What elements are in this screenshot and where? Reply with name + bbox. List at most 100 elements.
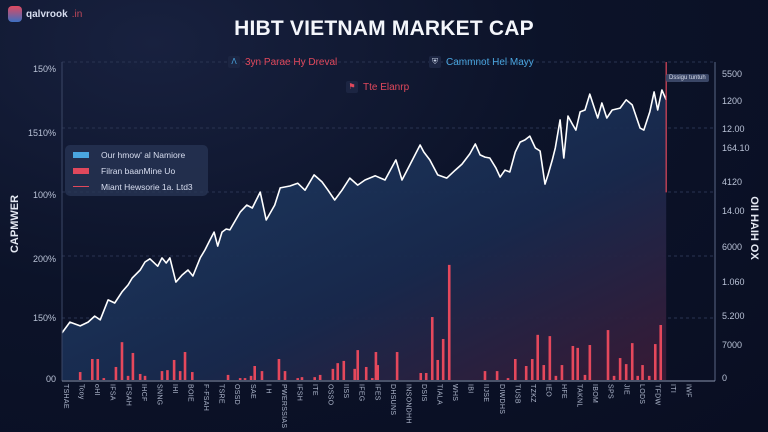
flag-icon: ⚑ [346,81,358,93]
x-tick-label: IBOM [591,384,599,404]
volume-bar [641,365,644,380]
x-tick-label: DSIS [419,384,427,402]
x-tick-label: OSSO [326,384,334,406]
volume-bar [353,368,356,380]
logo-icon [8,6,22,22]
volume-bar [178,371,182,380]
y-axis-label-left: CAPMWER [9,194,21,254]
volume-bar [91,359,94,380]
volume-bar [160,371,164,380]
volume-bar [588,345,592,380]
x-tick-label: TSHAE [62,384,69,409]
volume-bar [513,359,517,380]
volume-bar [190,372,194,380]
volume-bar [659,324,663,380]
area-fill [62,90,667,380]
volume-bar [612,375,616,380]
x-tick-label: IIJSE [482,384,490,403]
x-tick-label: ITE [311,384,318,396]
y-tick-label: 14.00 [722,206,745,216]
volume-bar [618,358,622,380]
y-axis-label-right: OII HAIH OX [748,196,760,260]
legend-label: Miant Hewsorie 1a. Ltd3 [101,181,193,192]
x-tick-label: TZKZ [528,384,536,403]
y-tick-label: 12.00 [722,124,745,134]
volume-bar [630,343,634,380]
brand-tld: .in [71,8,83,20]
y-tick-label: 5500 [722,69,743,79]
y-tick-label: 5.200 [722,311,745,321]
volume-bar [647,375,651,380]
volume-bar [395,352,399,380]
x-tick-label: TIALA [435,384,443,405]
x-tick-label: IHI [170,384,178,394]
volume-bar [131,352,135,380]
volume-bar [253,366,257,380]
top-legend-label: Cammnot Hel Mayy [446,56,534,68]
volume-bar [536,334,540,380]
volume-bar [524,366,528,380]
x-tick-label: IFSAH [124,384,132,407]
volume-bar [296,378,300,380]
volume-bar [102,378,106,380]
volume-bar [243,378,247,380]
volume-bar [300,377,304,380]
volume-bar [370,378,374,380]
volume-bar [277,359,281,380]
volume-bar [313,377,317,380]
volume-bar [138,373,142,380]
x-tick-label: SNNG [155,384,163,406]
x-tick-label: IEO [544,384,552,397]
volume-bar [260,371,264,380]
volume-bar [548,336,552,380]
y-tick-label: 0 [722,373,728,383]
brand-logo: qalvrook .in [8,6,82,22]
volume-bar [318,374,322,380]
volume-bar [495,371,499,380]
x-tick-label: IISS [342,384,350,399]
y-tick-label: 164.10 [722,143,750,153]
x-tick-label: ITI [668,384,676,394]
chart-title: HIBT VIETNAM MARKET CAP [234,17,534,40]
volume-bar [331,368,335,380]
x-tick-label: LODS [637,384,645,405]
x-tick-label: IFSA [108,384,116,401]
y-tick-label: 200% [32,254,56,264]
y-tick-label: 1510% [27,128,56,138]
x-tick-label: TSRE [217,384,225,404]
x-tick-label: JIE [622,384,630,396]
volume-bar [542,365,546,380]
top-legend-label: Tte Elanrp [363,81,410,93]
volume-bar [283,371,287,380]
y-tick-label: 100% [32,190,56,200]
y-tick-label: 4120 [722,177,743,187]
volume-bar [560,365,564,380]
volume-bar [436,359,440,380]
volume-bar [356,350,360,380]
volume-bar [143,375,147,380]
volume-bar [576,347,580,380]
y-tick-label: 150% [32,313,56,323]
x-tick-label: TUSB [513,384,521,404]
volume-bar [606,330,610,380]
x-tick-label: SAE [248,384,256,399]
shield-icon: ⛨ [429,56,441,68]
y-tick-label: 150% [32,64,56,74]
top-legend-item-1: Ʌ 3yn Parae Hy Dreval [228,56,337,68]
legend-label: Filran baanMine Uo [101,165,176,176]
y-tick-label: 6000 [722,242,743,252]
x-tick-label: IFSH [295,384,303,402]
volume-bar [342,360,346,380]
volume-bar [364,366,368,380]
x-tick-label: F-FSAH [202,384,210,412]
legend-swatch [73,151,89,158]
volume-bar [424,373,428,380]
legend-item: Miant Hewsorie 1a. Ltd3 [65,180,208,193]
volume-bar [419,373,423,380]
x-tick-label: HFE [560,384,567,399]
legend-item: Filran baanMine Uo [65,164,208,177]
volume-bar [483,371,487,380]
x-tick-label: DHSUNS [388,384,396,416]
volume-bar [583,374,587,380]
